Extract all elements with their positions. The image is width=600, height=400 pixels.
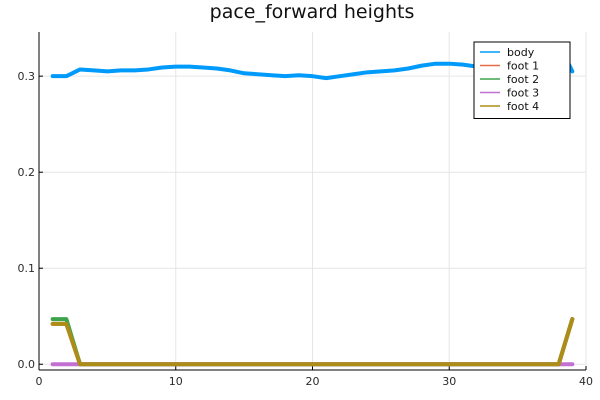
legend-label-foot-3: foot 3 [507, 87, 539, 100]
y-tick-label-3: 0.3 [18, 70, 36, 83]
x-tick-label-0: 0 [36, 375, 43, 388]
x-tick-label-2: 20 [306, 375, 320, 388]
axes: 0 10 20 30 40 0.0 0.1 0.2 0.3 [18, 32, 593, 388]
y-tick-label-1: 0.1 [18, 262, 36, 275]
y-tick-label-0: 0.0 [18, 358, 36, 371]
legend-label-foot-1: foot 1 [507, 60, 539, 73]
legend-label-body: body [507, 46, 535, 59]
x-tick-label-3: 30 [442, 375, 456, 388]
x-tick-label-4: 40 [579, 375, 593, 388]
series-line-foot-4 [50, 317, 575, 367]
legend-box [473, 41, 571, 119]
x-tick-label-1: 10 [169, 375, 183, 388]
legend-label-foot-4: foot 4 [507, 100, 539, 113]
chart-title: pace_forward heights [210, 1, 415, 23]
y-tick-label-2: 0.2 [18, 166, 36, 179]
legend-label-foot-2: foot 2 [507, 73, 539, 86]
